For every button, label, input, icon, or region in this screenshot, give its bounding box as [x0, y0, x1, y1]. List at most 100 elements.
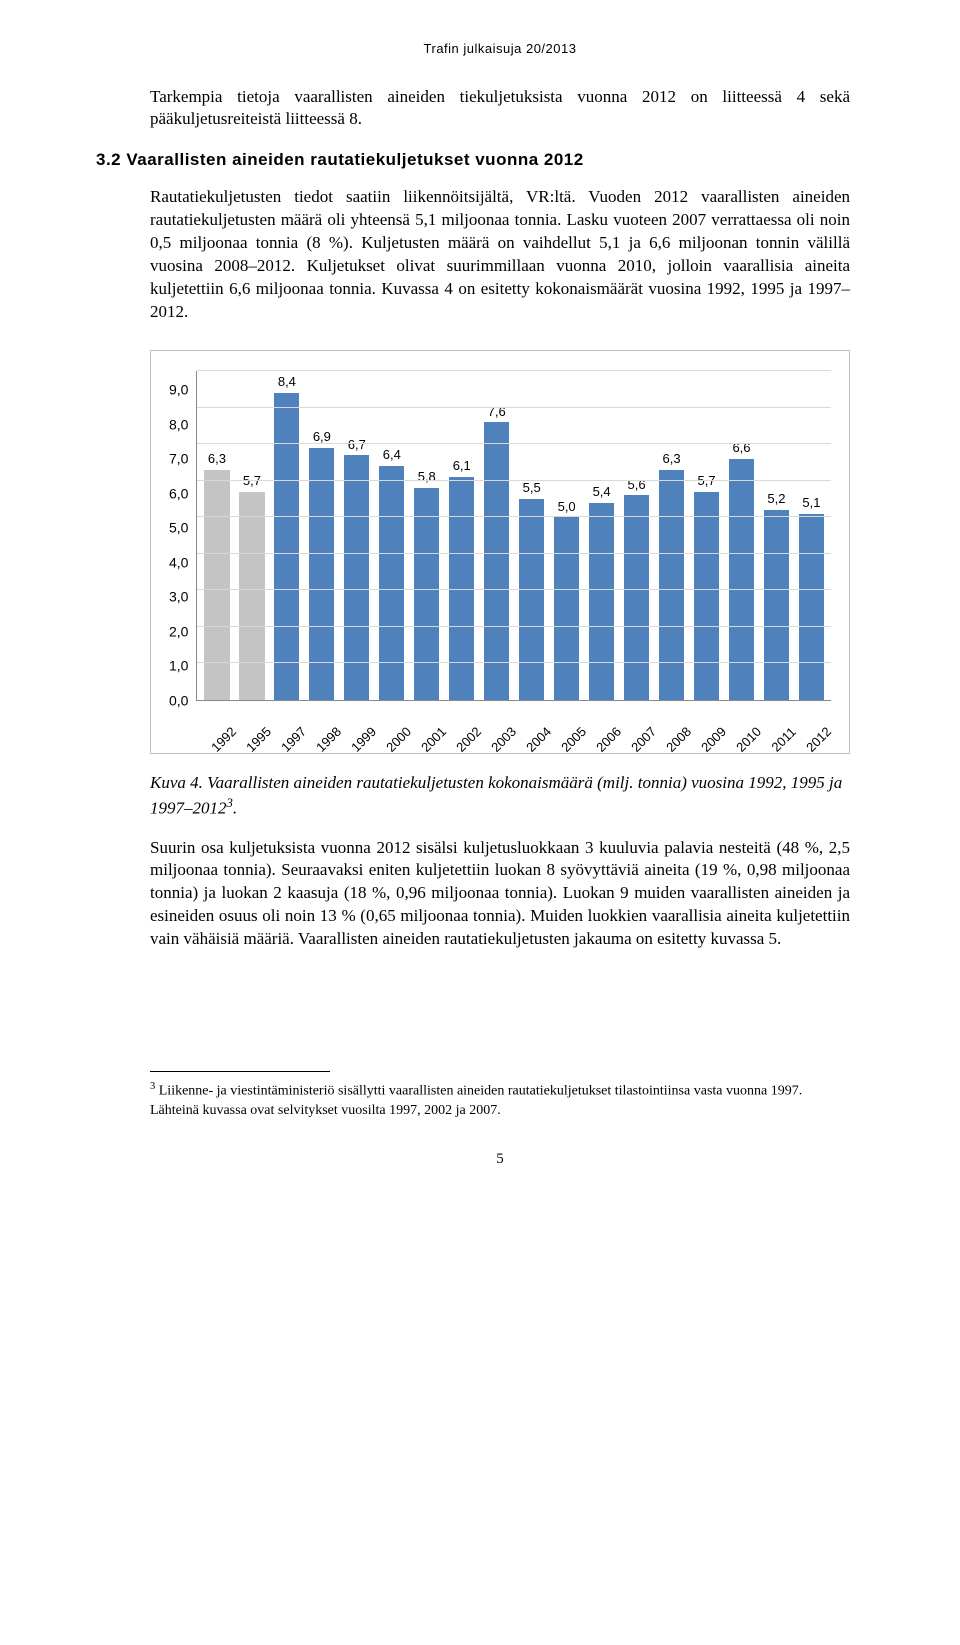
gridline [197, 443, 831, 444]
bar-value-label: 5,0 [558, 498, 576, 516]
bar-rect [204, 470, 229, 700]
bar-slot: 5,4 [584, 371, 619, 700]
gridline [197, 370, 831, 371]
y-tick-label: 5,0 [169, 519, 188, 538]
bar-slot: 6,7 [339, 371, 374, 700]
bar-value-label: 6,1 [453, 457, 471, 475]
y-tick-label: 9,0 [169, 380, 188, 399]
x-tick-label: 1998 [310, 721, 347, 758]
bar-value-label: 5,7 [697, 472, 715, 490]
intro-paragraph: Tarkempia tietoja vaarallisten aineiden … [150, 86, 850, 132]
gridline [197, 553, 831, 554]
footnote-text: Liikenne- ja viestintäministeriö sisälly… [150, 1084, 802, 1118]
x-tick-label: 2002 [450, 721, 487, 758]
gridline [197, 407, 831, 408]
bar-slot: 5,1 [794, 371, 829, 700]
figure-caption: Kuva 4. Vaarallisten aineiden rautatieku… [150, 772, 850, 821]
bar-rect [484, 422, 509, 700]
chart-area: 9,08,07,06,05,04,03,02,01,00,0 6,35,78,4… [169, 371, 831, 701]
bar-rect [519, 499, 544, 700]
y-tick-label: 6,0 [169, 484, 188, 503]
bar-value-label: 6,6 [732, 439, 750, 457]
section-body: Rautatiekuljetusten tiedot saatiin liike… [150, 186, 850, 324]
y-tick-label: 4,0 [169, 553, 188, 572]
bar-value-label: 7,6 [488, 403, 506, 421]
bar-value-label: 6,4 [383, 446, 401, 464]
caption-text: Kuva 4. Vaarallisten aineiden rautatieku… [150, 773, 842, 818]
bar-value-label: 6,7 [348, 436, 366, 454]
bar-slot: 5,8 [409, 371, 444, 700]
y-tick-label: 3,0 [169, 588, 188, 607]
x-tick-label: 2000 [380, 721, 417, 758]
bar-slot: 8,4 [269, 371, 304, 700]
bar-rect [729, 459, 754, 700]
x-tick-label: 2012 [800, 721, 837, 758]
x-tick-label: 2007 [625, 721, 662, 758]
bar-value-label: 5,5 [523, 479, 541, 497]
y-tick-label: 7,0 [169, 450, 188, 469]
gridline [197, 589, 831, 590]
bar-slot: 5,6 [619, 371, 654, 700]
x-tick-label: 2011 [765, 721, 802, 758]
bar-value-label: 5,2 [767, 490, 785, 508]
x-tick-label: 2004 [520, 721, 557, 758]
bar-slot: 5,5 [514, 371, 549, 700]
x-tick-label: 1995 [240, 721, 277, 758]
bar-chart: 9,0 8,0 7,0 6,0 5,0 4,0 3,0 2,0 1,0 0,0 6,3 5,7 8,4… [150, 350, 850, 754]
bar-rect [589, 503, 614, 700]
x-tick-label: 1997 [275, 721, 312, 758]
section-title: Vaarallisten aineiden rautatiekuljetukse… [126, 150, 583, 169]
bar-slot: 6,3 [199, 371, 234, 700]
y-tick-label: 1,0 [169, 657, 188, 676]
bar-value-label: 6,3 [663, 450, 681, 468]
footnote: 3 Liikenne- ja viestintäministeriö sisäl… [150, 1080, 850, 1120]
bar-value-label: 5,8 [418, 468, 436, 486]
bar-rect [379, 466, 404, 700]
bar-slot: 6,9 [304, 371, 339, 700]
bar-rect [554, 517, 579, 700]
bar-rect [624, 495, 649, 700]
chart-bars: 6,3 5,7 8,4 6,9 6,7 6,4 5,8 6,1 7,6 5,5 5,0 5,4 5,6 6… [197, 371, 831, 700]
y-tick-label: 8,0 [169, 415, 188, 434]
bar-value-label: 5,7 [243, 472, 261, 490]
y-axis: 9,08,07,06,05,04,03,02,01,00,0 [169, 371, 196, 701]
bar-slot: 7,6 [479, 371, 514, 700]
bar-rect [764, 510, 789, 700]
bar-slot: 5,0 [549, 371, 584, 700]
bar-value-label: 5,4 [593, 483, 611, 501]
bar-rect [414, 488, 439, 700]
gridline [197, 480, 831, 481]
bar-value-label: 8,4 [278, 373, 296, 391]
y-tick-label: 2,0 [169, 622, 188, 641]
bar-slot: 5,2 [759, 371, 794, 700]
after-chart-paragraph: Suurin osa kuljetuksista vuonna 2012 sis… [150, 837, 850, 952]
bar-slot: 6,6 [724, 371, 759, 700]
x-tick-label: 2009 [695, 721, 732, 758]
bar-rect [694, 492, 719, 700]
bar-rect [274, 393, 299, 700]
bar-rect [799, 514, 824, 700]
bar-rect [659, 470, 684, 700]
bar-slot: 5,7 [234, 371, 269, 700]
bar-value-label: 5,6 [628, 476, 646, 494]
x-tick-label: 1999 [345, 721, 382, 758]
bar-value-label: 6,3 [208, 450, 226, 468]
chart-plot: 6,3 5,7 8,4 6,9 6,7 6,4 5,8 6,1 7,6 5,5 5,0 5,4 5,6 6… [196, 371, 831, 701]
x-tick-label: 2008 [660, 721, 697, 758]
x-tick-label: 2010 [730, 721, 767, 758]
gridline [197, 626, 831, 627]
bar-slot: 6,4 [374, 371, 409, 700]
x-tick-label: 2006 [590, 721, 627, 758]
footnote-separator [150, 1071, 330, 1072]
section-number: 3.2 [96, 150, 121, 169]
x-tick-label: 2001 [415, 721, 452, 758]
y-tick-label: 0,0 [169, 691, 188, 710]
bar-rect [239, 492, 264, 700]
bar-value-label: 5,1 [802, 494, 820, 512]
page-number: 5 [150, 1149, 850, 1169]
bar-slot: 6,1 [444, 371, 479, 700]
bar-slot: 6,3 [654, 371, 689, 700]
gridline [197, 516, 831, 517]
running-header: Trafin julkaisuja 20/2013 [150, 40, 850, 58]
x-axis: 1992199519971998199920002001200220032004… [201, 701, 831, 725]
